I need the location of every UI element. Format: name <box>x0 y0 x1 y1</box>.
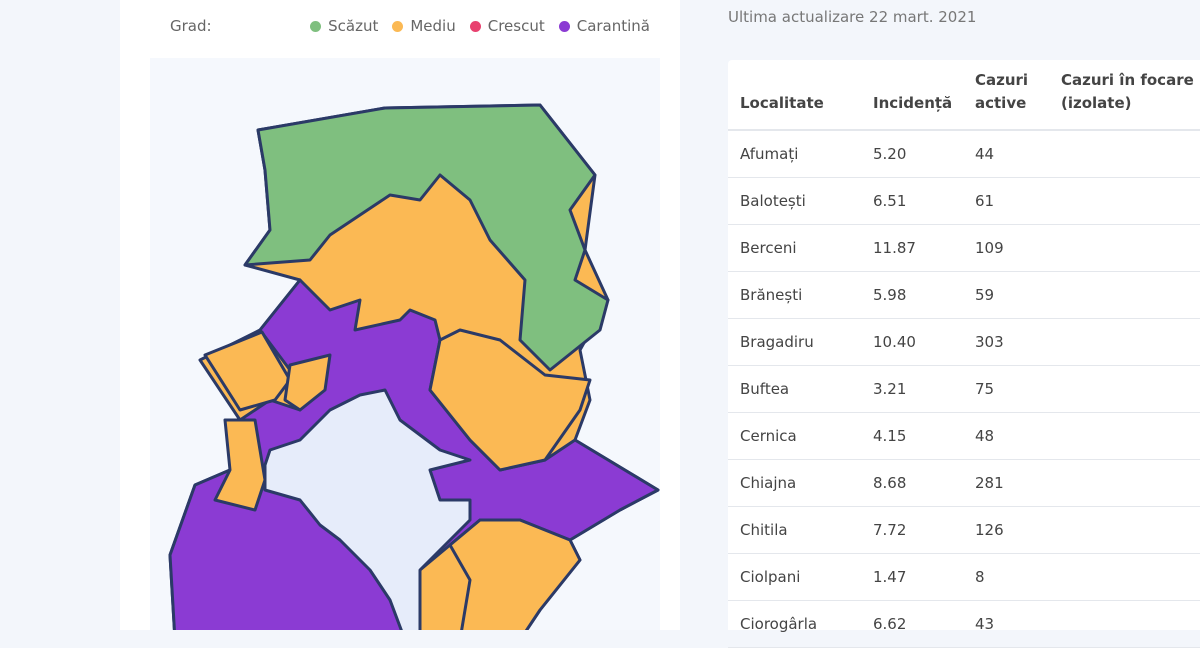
table-row: Cernica 4.15 48 <box>728 412 1200 460</box>
table-row: Ciorogârla 6.62 43 <box>728 600 1200 648</box>
legend-item: Mediu <box>392 17 456 35</box>
legend-text: Mediu <box>410 17 456 35</box>
table-cell-empty <box>1049 224 1200 272</box>
table-cell: 3.21 <box>861 365 963 413</box>
legend-label: Grad: <box>170 17 212 35</box>
legend-text: Scăzut <box>328 17 379 35</box>
table-cell: Berceni <box>728 224 861 272</box>
table-cell: Balotești <box>728 177 861 225</box>
region <box>213 418 267 512</box>
table-cell: Ciolpani <box>728 553 861 601</box>
table-cell-empty <box>1049 130 1200 178</box>
table-cell: 109 <box>963 224 1049 272</box>
table-cell: 4.15 <box>861 412 963 460</box>
column-header: Incidență <box>861 60 963 131</box>
table-cell: 6.62 <box>861 600 963 648</box>
table-cell: Cernica <box>728 412 861 460</box>
table-cell-empty <box>1049 459 1200 507</box>
table-cell-empty <box>1049 365 1200 413</box>
table-cell: 43 <box>963 600 1049 648</box>
table-cell: 61 <box>963 177 1049 225</box>
column-header: Localitate <box>728 60 861 131</box>
table: Localitate Incidență Cazuri active Cazuri î… <box>728 60 1200 648</box>
legend-dot <box>469 20 481 32</box>
legend-dot <box>392 20 404 32</box>
table-row: Chiajna 8.68 281 <box>728 459 1200 507</box>
table-cell: 1.47 <box>861 553 963 601</box>
table-card: Localitate Incidență Cazuri active Cazuri î… <box>728 60 1200 648</box>
table-cell: Ciorogârla <box>728 600 861 648</box>
legend-dot <box>558 20 570 32</box>
region <box>203 330 292 412</box>
table-cell: 75 <box>963 365 1049 413</box>
table-row: Chitila 7.72 126 <box>728 506 1200 554</box>
table-cell: 6.51 <box>861 177 963 225</box>
table-cell: Brănești <box>728 271 861 319</box>
table-cell: Buftea <box>728 365 861 413</box>
table-cell: 8 <box>963 553 1049 601</box>
update-text: Ultima actualizare 22 mart. 2021 <box>728 8 977 26</box>
header-row: Localitate Incidență Cazuri active Cazuri î… <box>728 60 1200 131</box>
table-cell: 7.72 <box>861 506 963 554</box>
table-cell: Afumați <box>728 130 861 178</box>
table-cell: 44 <box>963 130 1049 178</box>
table-row: Balotești 6.51 61 <box>728 177 1200 225</box>
legend-text: Carantină <box>576 17 650 35</box>
table-cell: 48 <box>963 412 1049 460</box>
legend-item: Scăzut <box>310 17 378 35</box>
table-row: Bragadiru 10.40 303 <box>728 318 1200 366</box>
column-header: Cazuri active <box>963 60 1049 131</box>
region <box>283 353 332 412</box>
table-cell-empty <box>1049 553 1200 601</box>
column-header: Cazuri în focare (izolate) <box>1049 60 1200 131</box>
table-cell: 303 <box>963 318 1049 366</box>
table-cell-empty <box>1049 318 1200 366</box>
table-cell: 59 <box>963 271 1049 319</box>
table-cell-empty <box>1049 177 1200 225</box>
table-cell: 10.40 <box>861 318 963 366</box>
legend-text: Crescut <box>487 17 545 35</box>
table-row: Afumați 5.20 44 <box>728 130 1200 178</box>
table-cell: 281 <box>963 459 1049 507</box>
table-row: Brănești 5.98 59 <box>728 271 1200 319</box>
table-cell: 5.20 <box>861 130 963 178</box>
table-cell-empty <box>1049 506 1200 554</box>
bucharest <box>263 388 472 630</box>
table-cell-empty <box>1049 600 1200 648</box>
table-row: Berceni 11.87 109 <box>728 224 1200 272</box>
region <box>243 103 610 372</box>
table-cell: 126 <box>963 506 1049 554</box>
table-cell: 5.98 <box>861 271 963 319</box>
legend-dot <box>310 20 322 32</box>
table-row: Ciolpani 1.47 8 <box>728 553 1200 601</box>
table-cell: Chiajna <box>728 459 861 507</box>
region <box>428 328 592 472</box>
table-cell: 8.68 <box>861 459 963 507</box>
county-map <box>168 103 660 630</box>
table-cell-empty <box>1049 271 1200 319</box>
legend-item: Carantină <box>558 17 650 35</box>
table-cell: Chitila <box>728 506 861 554</box>
page: Grad: Scăzut Mediu Crescut Carantină Ultima… <box>120 0 1200 648</box>
table-cell: 11.87 <box>861 224 963 272</box>
legend: Grad: Scăzut Mediu Crescut Carantină <box>170 17 650 35</box>
table-cell: Bragadiru <box>728 318 861 366</box>
table-cell-empty <box>1049 412 1200 460</box>
legend-item: Crescut <box>469 17 545 35</box>
region <box>448 518 582 630</box>
table-row: Buftea 3.21 75 <box>728 365 1200 413</box>
